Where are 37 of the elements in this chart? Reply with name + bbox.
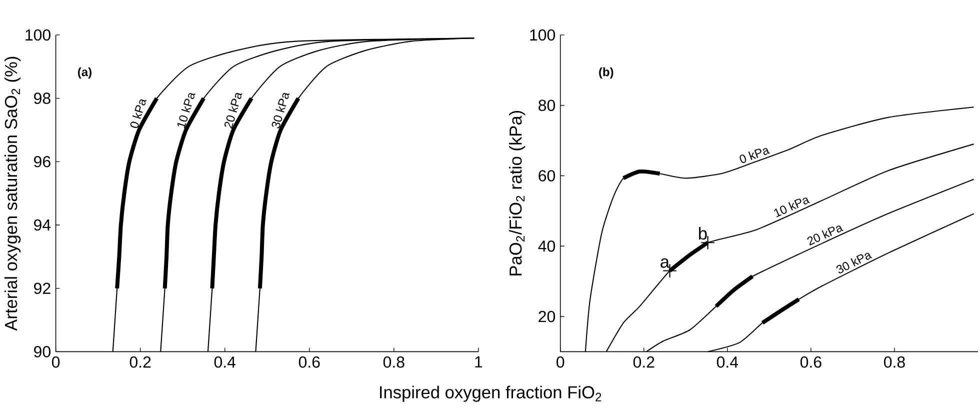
y-tick-label: 100 — [26, 29, 50, 41]
y-tick-label: 94 — [34, 220, 51, 231]
y-axis-title: PaO$_{2}$/FiO$_{2}$ ratio (kPa) — [509, 111, 526, 276]
y-tick-label: 40 — [538, 240, 556, 252]
x-tick-label: 0.8 — [383, 356, 404, 368]
y-axis-title: Arterial oxygen saturation SaO$_{2}$ (%) — [4, 57, 21, 331]
text: 0 kPa — [130, 100, 146, 128]
x-tick-label: 0.6 — [298, 356, 320, 368]
x-tick-label: 0.8 — [884, 356, 905, 368]
annotation: a — [660, 258, 670, 268]
x-tick-label: 0.6 — [800, 356, 822, 368]
x-tick-label: 0.4 — [214, 356, 236, 368]
y-tick-label: 92 — [34, 282, 50, 294]
y-tick-label: 60 — [538, 170, 556, 182]
x-tick-label: 1 — [475, 356, 482, 368]
x-axis-title: Inspired oxygen fraction FiO$_{2}$ — [380, 386, 602, 402]
y-tick-label: 100 — [530, 29, 556, 41]
text: 30 kPa — [272, 93, 290, 128]
text: 20 kPa — [807, 226, 844, 246]
annotation: b — [698, 227, 707, 240]
text: 10 kPa — [177, 93, 196, 129]
y-tick-label: 80 — [538, 100, 556, 112]
x-tick-label: 0.2 — [633, 356, 654, 368]
y-tick-label: 98 — [34, 92, 50, 104]
y-tick-label: 90 — [34, 346, 50, 358]
text: 10 kPa — [774, 198, 810, 218]
y-tick-label: 20 — [538, 311, 556, 322]
text: 0 kPa — [740, 148, 770, 164]
text: 20 kPa — [224, 93, 242, 129]
x-tick-label: 0 — [52, 356, 60, 368]
annotation: (b) — [599, 68, 614, 79]
x-tick-label: 0.4 — [716, 356, 738, 368]
x-tick-label: 0 — [556, 356, 564, 368]
annotation: (a) — [78, 68, 92, 79]
x-tick-label: 0.2 — [130, 356, 151, 368]
y-tick-label: 96 — [34, 156, 50, 168]
text: 30 kPa — [836, 253, 872, 274]
